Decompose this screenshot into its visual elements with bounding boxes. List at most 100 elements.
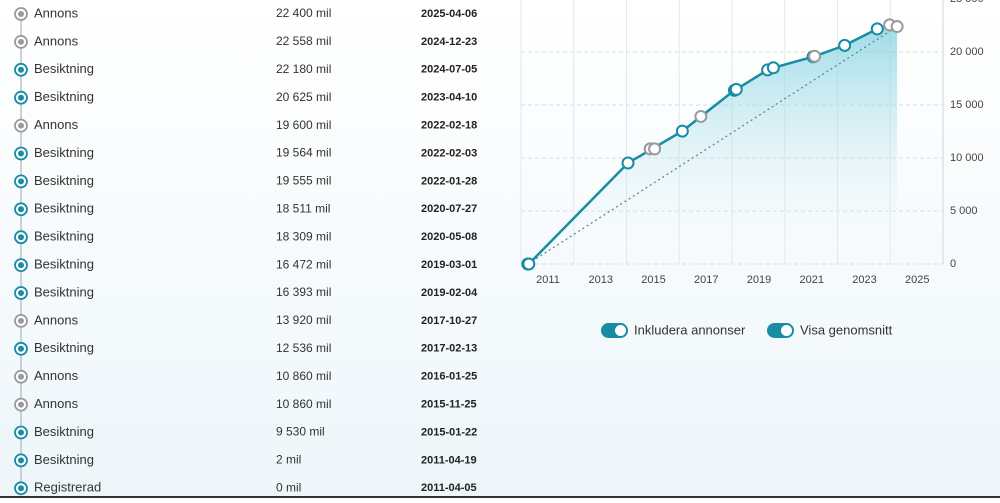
row-mileage: 16 472 mil [276, 257, 331, 271]
status-dot [18, 66, 24, 73]
row-date: 2023-04-10 [421, 92, 477, 104]
row-date: 2016-01-25 [421, 371, 477, 383]
x-tick-label: 2015 [641, 274, 665, 286]
row-type: Besiktning [34, 284, 94, 299]
row-mileage: 22 180 mil [276, 62, 331, 76]
row-type: Besiktning [34, 340, 94, 355]
status-dot [18, 178, 24, 185]
inspection-point [621, 156, 635, 170]
row-mileage: 19 600 mil [276, 118, 331, 132]
status-dot [18, 345, 24, 352]
row-date: 2015-11-25 [421, 399, 477, 411]
row-mileage: 0 mil [276, 480, 301, 494]
status-dot [18, 234, 24, 241]
x-tick-label: 2019 [747, 274, 771, 286]
row-date: 2022-02-03 [421, 147, 477, 159]
row-date: 2017-10-27 [421, 315, 477, 327]
row-type: Besiktning [34, 424, 94, 439]
inspection-point [870, 22, 884, 36]
x-tick-label: 2023 [852, 274, 876, 286]
row-type: Besiktning [34, 89, 94, 104]
row-type: Besiktning [34, 201, 94, 216]
area-fill [527, 26, 898, 265]
toggle-label: Inkludera annonser [634, 322, 746, 337]
row-mileage: 10 860 mil [276, 397, 331, 411]
toggle-label: Visa genomsnitt [800, 322, 893, 337]
row-mileage: 16 393 mil [276, 285, 331, 299]
row-date: 2020-07-27 [421, 203, 477, 215]
status-dot [18, 150, 24, 157]
row-type: Annons [34, 117, 79, 132]
row-date: 2019-02-04 [421, 287, 478, 299]
x-tick-label: 2021 [800, 274, 824, 286]
toggle[interactable]: Visa genomsnitt [767, 322, 893, 338]
status-dot [18, 401, 24, 408]
row-date: 2011-04-05 [421, 482, 477, 494]
inspection-point [675, 124, 689, 138]
inspection-point [838, 38, 852, 52]
x-tick-label: 2011 [536, 274, 560, 286]
y-tick-label: 15 000 [950, 99, 984, 111]
row-type: Annons [34, 312, 79, 327]
row-date: 2020-05-08 [421, 231, 477, 243]
row-date: 2025-04-06 [421, 8, 477, 20]
y-tick-label: 5 000 [950, 205, 978, 217]
row-type: Registrerad [34, 480, 101, 495]
row-mileage: 20 625 mil [276, 90, 331, 104]
row-mileage: 19 555 mil [276, 174, 331, 188]
mileage-chart: 0 5 000 10 000 15 000 20 000 25 000 2011 2013 20… [520, 0, 984, 338]
toggle-knob [781, 325, 792, 336]
row-type: Besiktning [34, 452, 94, 467]
listing-point [808, 49, 822, 63]
row-date: 2015-01-22 [421, 426, 477, 438]
status-dot [18, 38, 24, 45]
x-tick-label: 2017 [694, 274, 718, 286]
status-dot [18, 485, 24, 492]
y-tick-label: 25 000 [950, 0, 984, 5]
status-dot [18, 317, 24, 324]
row-type: Besiktning [34, 257, 94, 272]
row-mileage: 22 558 mil [276, 34, 331, 48]
toggle[interactable]: Inkludera annonser [601, 322, 746, 338]
status-dot [18, 94, 24, 101]
x-tick-label: 2025 [905, 274, 929, 286]
row-date: 2011-04-19 [421, 454, 477, 466]
row-date: 2024-12-23 [421, 36, 477, 48]
row-type: Besiktning [34, 173, 94, 188]
row-date: 2019-03-01 [421, 259, 477, 271]
listing-point [648, 142, 662, 156]
listing-point [890, 20, 904, 34]
row-mileage: 22 400 mil [276, 6, 331, 20]
history-list: Annons 22 400 mil 2025-04-06 Annons 22 558 m… [14, 5, 478, 496]
row-mileage: 9 530 mil [276, 425, 325, 439]
row-date: 2024-07-05 [421, 64, 477, 76]
row-type: Annons [34, 396, 79, 411]
row-date: 2022-01-28 [421, 175, 477, 187]
status-dot [18, 373, 24, 380]
status-dot [18, 457, 24, 464]
inspection-point [522, 257, 536, 271]
inspection-point [729, 82, 743, 96]
average-line [527, 26, 898, 265]
row-type: Annons [34, 33, 79, 48]
toggle-knob [615, 325, 626, 336]
row-mileage: 2 mil [276, 453, 301, 467]
row-mileage: 10 860 mil [276, 369, 331, 383]
row-type: Besiktning [34, 145, 94, 160]
row-type: Annons [34, 5, 79, 20]
listing-point [694, 109, 708, 123]
status-dot [18, 262, 24, 269]
row-type: Besiktning [34, 61, 94, 76]
row-type: Annons [34, 368, 79, 383]
row-type: Besiktning [34, 229, 94, 244]
row-date: 2022-02-18 [421, 120, 477, 132]
row-mileage: 18 511 mil [276, 201, 330, 215]
status-dot [18, 11, 24, 17]
inspection-point [766, 61, 780, 75]
y-tick-label: 10 000 [950, 152, 984, 164]
row-mileage: 12 536 mil [276, 341, 331, 355]
row-mileage: 18 309 mil [276, 229, 331, 243]
status-dot [18, 429, 24, 436]
row-mileage: 19 564 mil [276, 146, 331, 160]
